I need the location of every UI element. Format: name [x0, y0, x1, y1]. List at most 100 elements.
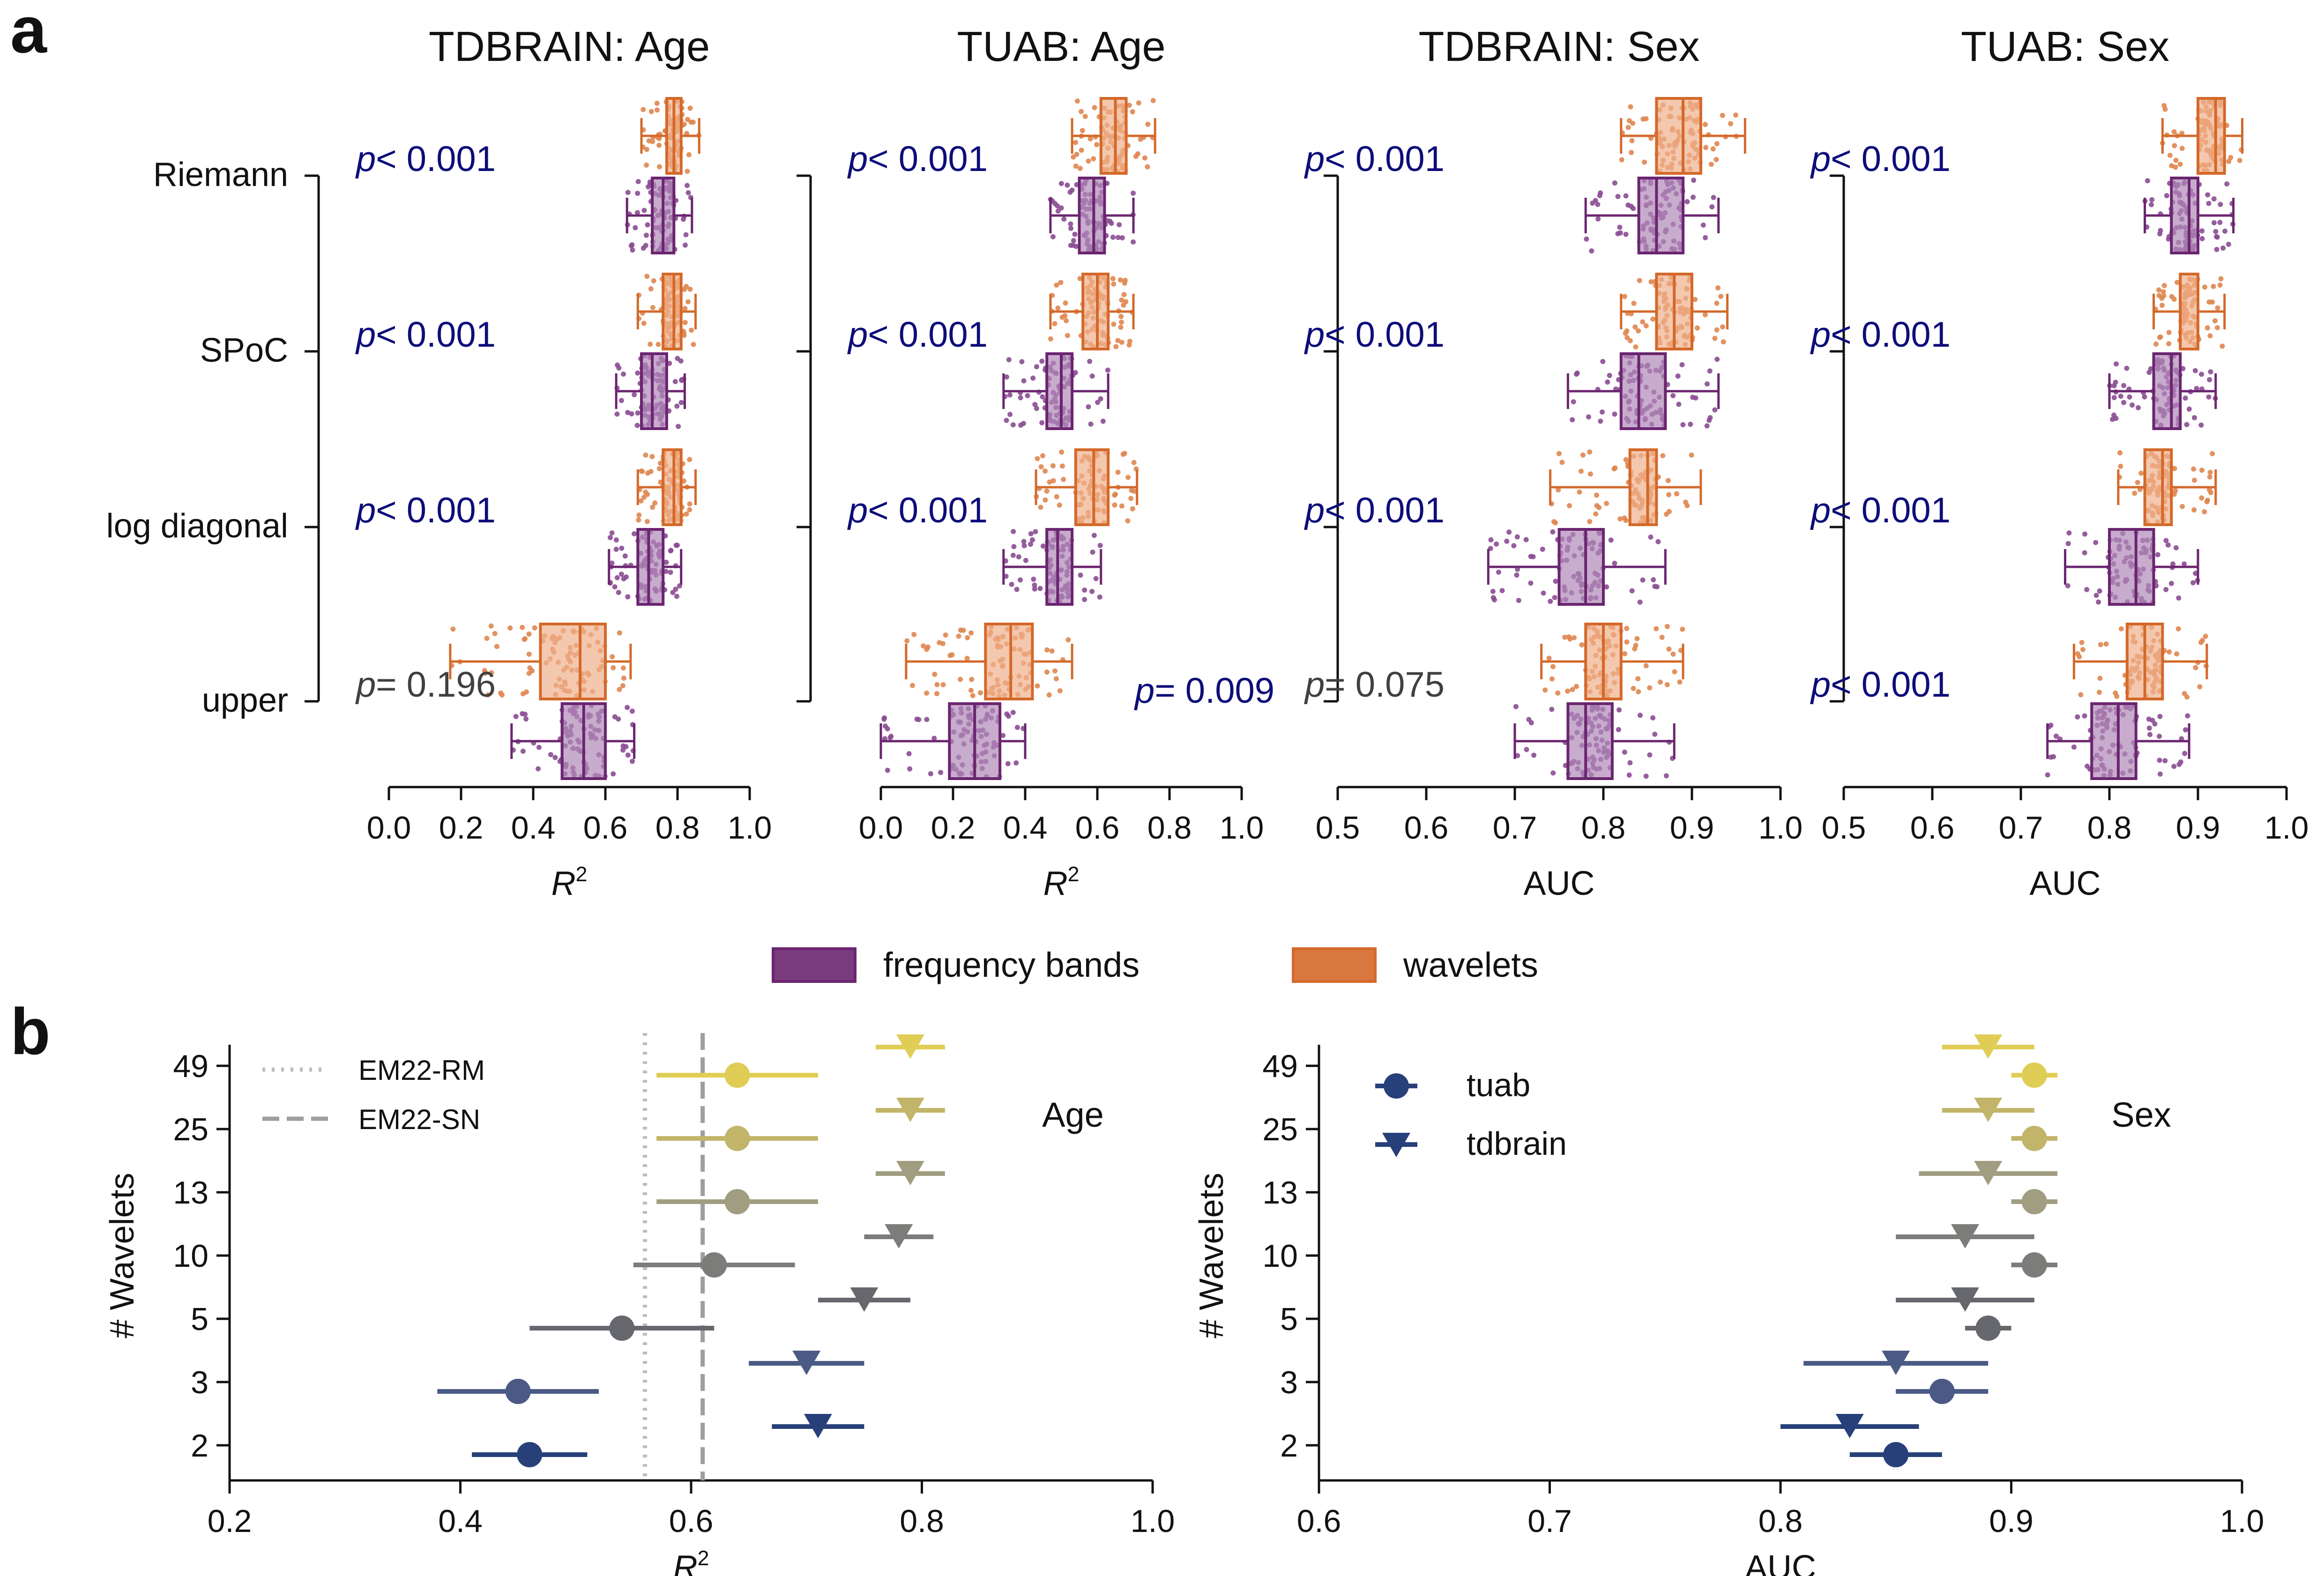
jitter-point	[1089, 373, 1095, 379]
p-value: p< 0.001	[1810, 665, 1951, 705]
jitter-point	[2149, 197, 2155, 202]
jitter-point	[1637, 599, 1643, 605]
jitter-point	[1068, 221, 1073, 227]
jitter-point	[2147, 732, 2153, 737]
box-frequency-bands	[1045, 352, 1074, 430]
x-tick-label: 0.6	[583, 810, 628, 846]
jitter-point	[2110, 416, 2115, 422]
jitter-point	[968, 688, 974, 693]
jitter-point	[2053, 733, 2059, 739]
x-axis-label-sup: 2	[698, 1547, 709, 1570]
jitter-point	[621, 372, 626, 377]
x-axis-label-r: R	[1043, 865, 1068, 902]
jitter-point	[1720, 324, 1726, 330]
jitter-point	[1016, 554, 1021, 560]
jitter-point	[2160, 289, 2166, 295]
jitter-point	[1624, 625, 1630, 631]
jitter-point	[1642, 159, 1647, 165]
jitter-point	[1640, 116, 1646, 122]
jitter-point	[1598, 418, 1603, 424]
jitter-point	[1058, 205, 1064, 211]
jitter-point	[645, 222, 650, 228]
box-frequency-bands	[2170, 177, 2199, 254]
x-tick-label: 0.6	[1404, 810, 1449, 846]
jitter-point	[2130, 402, 2135, 408]
p-symbol: p	[355, 491, 376, 530]
jitter-point	[2132, 491, 2138, 496]
legend-reference-label: EM22-RM	[358, 1055, 485, 1086]
jitter-point	[1059, 449, 1065, 455]
jitter-point	[1541, 590, 1546, 596]
jitter-point	[885, 767, 890, 773]
jitter-point	[629, 708, 635, 714]
y-tick-label: 10	[173, 1238, 209, 1274]
p-value: p< 0.001	[847, 139, 988, 179]
jitter-point	[1650, 715, 1656, 721]
jitter-point	[668, 570, 673, 575]
jitter-point	[1035, 683, 1040, 689]
jitter-point	[2199, 468, 2205, 473]
p-value-text: < 0.001	[376, 491, 496, 530]
marker-tuab	[2021, 1126, 2047, 1151]
legend-tuab-label: tuab	[1467, 1067, 1530, 1103]
jitter-point	[1693, 395, 1698, 401]
jitter-point	[1703, 122, 1708, 127]
jitter-point	[1491, 597, 1497, 602]
jitter-point	[1691, 194, 1696, 200]
jitter-point	[1128, 496, 1134, 501]
p-value: p< 0.001	[1304, 139, 1445, 179]
jitter-point	[621, 576, 626, 581]
jitter-point	[1710, 146, 1716, 152]
p-symbol: p	[1304, 665, 1325, 705]
jitter-point	[1688, 422, 1693, 427]
jitter-point	[1077, 276, 1083, 282]
panel-title: TUAB: Age	[957, 23, 1165, 70]
jitter-point	[1709, 204, 1715, 209]
x-axis-label-r: R	[551, 865, 576, 902]
p-symbol: p	[1810, 491, 1831, 530]
p-symbol: p	[847, 315, 868, 355]
jitter-point	[612, 714, 618, 720]
jitter-point	[1615, 231, 1621, 237]
jitter-point	[1714, 327, 1720, 333]
method-label: log diagonal	[106, 507, 288, 545]
jitter-point	[1675, 373, 1681, 379]
jitter-point	[2157, 335, 2162, 340]
jitter-point	[1031, 576, 1036, 582]
jitter-point	[1028, 542, 1033, 547]
jitter-point	[1018, 422, 1024, 428]
x-tick-label: 0.8	[900, 1503, 944, 1539]
jitter-point	[680, 216, 686, 222]
jitter-point	[635, 370, 641, 376]
y-tick-label: 3	[191, 1365, 209, 1400]
jitter-point	[2079, 639, 2085, 645]
jitter-point	[1577, 489, 1582, 495]
p-value: p= 0.196	[355, 665, 496, 705]
jitter-point	[1123, 299, 1129, 305]
p-value-text: < 0.001	[1831, 491, 1951, 530]
jitter-point	[1712, 335, 1718, 341]
jitter-point	[526, 632, 532, 637]
y-tick-label: 3	[1280, 1365, 1298, 1400]
jitter-point	[689, 327, 694, 333]
marker-tdbrain	[1882, 1351, 1910, 1375]
jitter-point	[2111, 395, 2117, 401]
jitter-point	[2153, 341, 2159, 347]
jitter-point	[1633, 642, 1639, 648]
jitter-point	[1044, 669, 1050, 675]
jitter-point	[2208, 369, 2213, 375]
jitter-point	[2199, 495, 2205, 501]
jitter-point	[1052, 668, 1058, 674]
p-value: p< 0.001	[355, 139, 496, 179]
jitter-point	[1604, 501, 1609, 506]
jitter-point	[1117, 222, 1122, 228]
jitter-point	[2146, 725, 2152, 731]
jitter-point	[1619, 157, 1624, 163]
box-wavelets	[662, 448, 683, 526]
jitter-point	[888, 734, 894, 739]
jitter-point	[2173, 164, 2178, 170]
jitter-point	[1111, 321, 1117, 327]
jitter-point	[2142, 394, 2147, 400]
jitter-point	[1623, 518, 1629, 523]
jitter-point	[1628, 203, 1634, 209]
